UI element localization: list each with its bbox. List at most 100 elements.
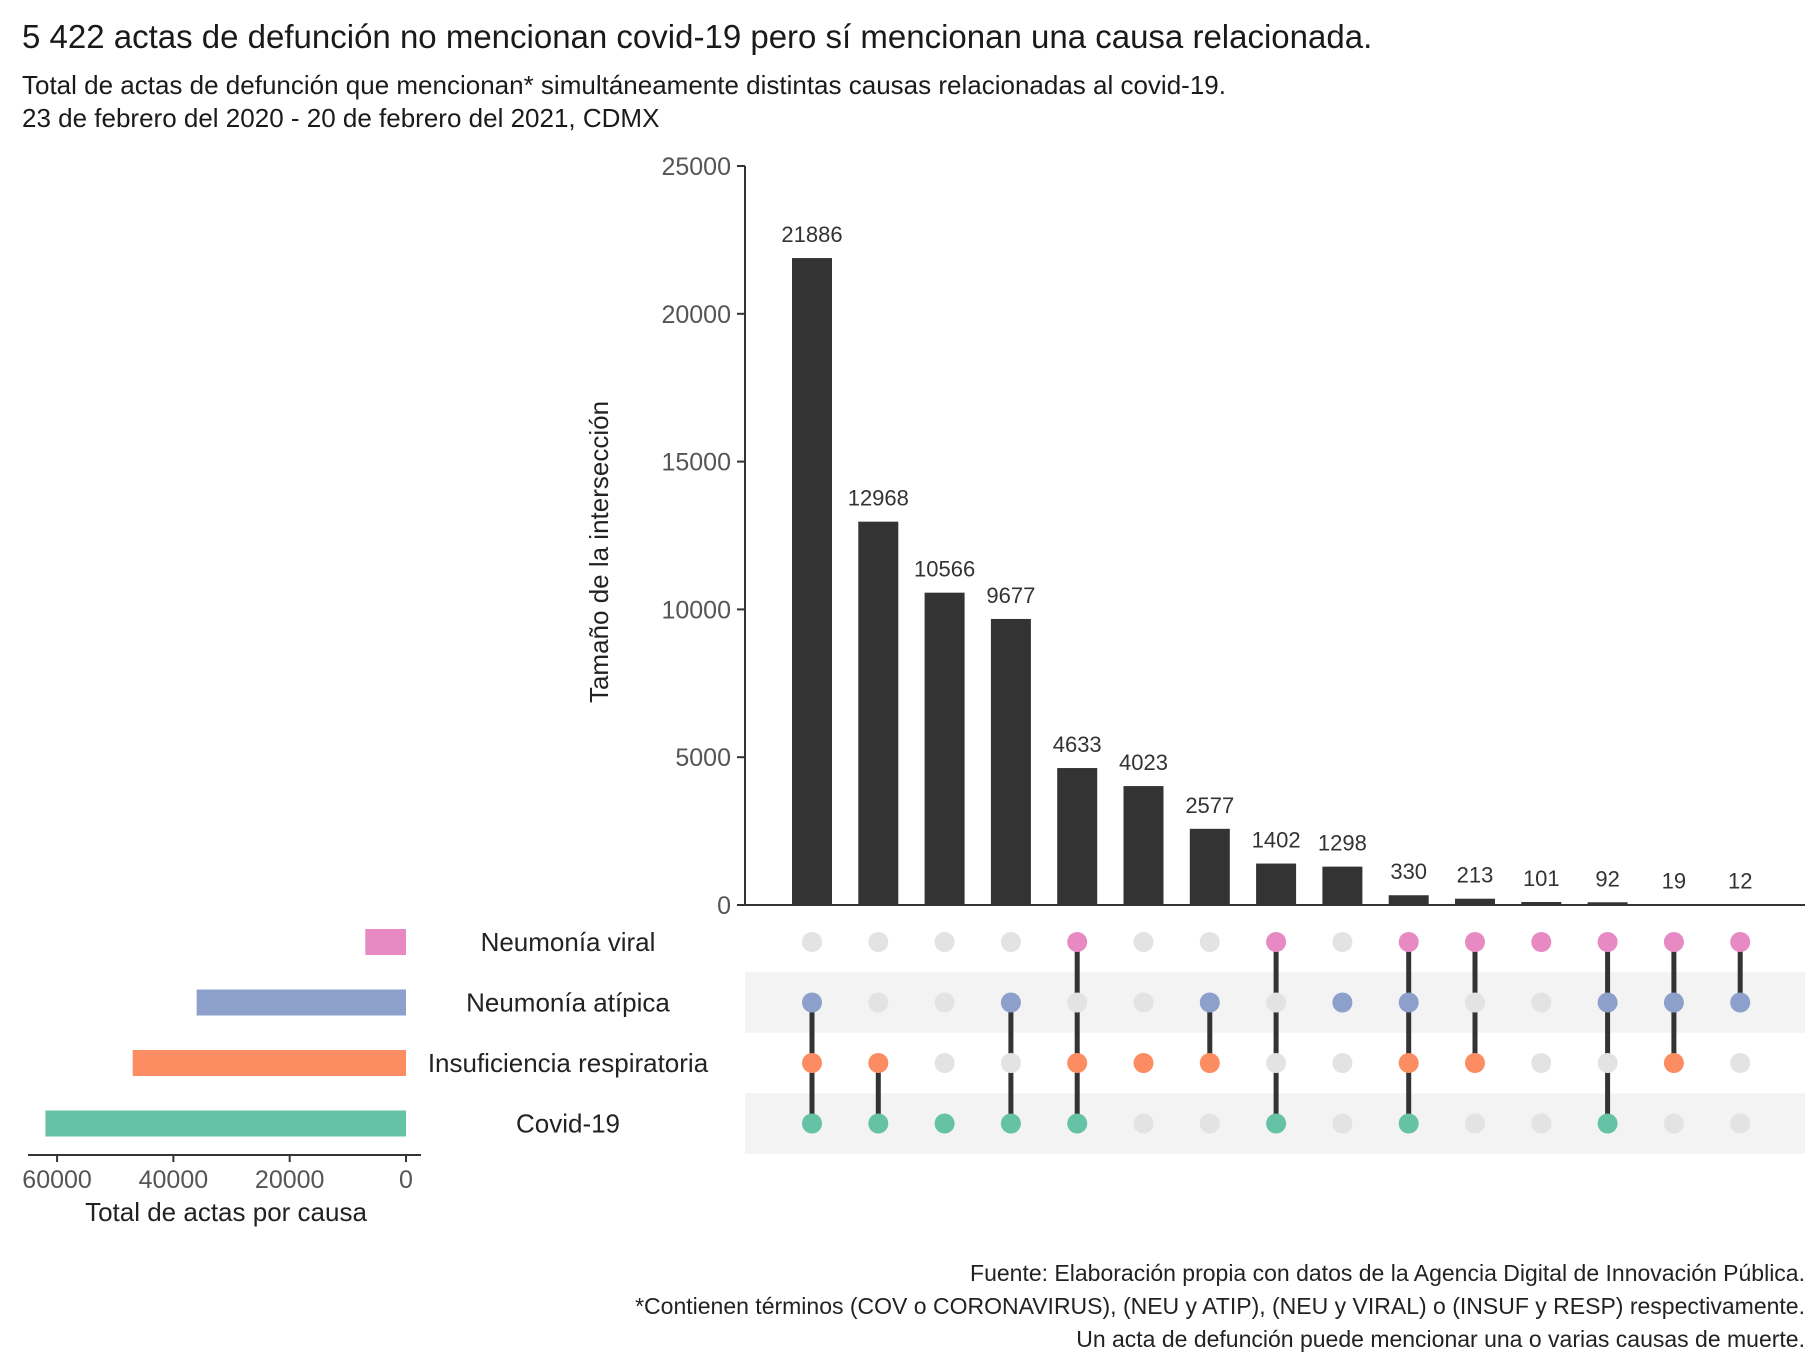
matrix-dot-inactive [934, 992, 955, 1013]
matrix-dot-active [1067, 932, 1088, 952]
intersection-bar [1587, 902, 1628, 905]
matrix-dot-active [1663, 1053, 1684, 1073]
bar-value-label: 330 [1390, 859, 1427, 884]
matrix-dot-active [1398, 992, 1419, 1013]
intersection-bar [1057, 768, 1098, 905]
matrix-dot-active [802, 1113, 822, 1134]
matrix-dot-active [1332, 992, 1353, 1013]
matrix-dot-inactive [802, 932, 822, 952]
intersection-bar [990, 618, 1031, 905]
matrix-dot-active [1067, 1053, 1088, 1073]
matrix-dot-active [1398, 1053, 1419, 1073]
matrix-dot-inactive [868, 932, 889, 952]
y-tick-label: 10000 [661, 596, 731, 624]
matrix-dot-inactive [1531, 1053, 1552, 1073]
matrix-dot-active [1531, 932, 1552, 952]
set-size-bar [132, 1050, 406, 1076]
y-tick-label: 15000 [661, 449, 731, 477]
matrix-dot-inactive [1266, 992, 1287, 1013]
matrix-dot-inactive [1332, 1113, 1353, 1134]
set-axis-tick-label: 20000 [255, 1166, 325, 1194]
intersection-bar [1388, 895, 1429, 905]
matrix-dot-active [868, 1113, 889, 1134]
matrix-dot-active [1597, 1113, 1618, 1134]
chart-date-range: 23 de febrero del 2020 - 20 de febrero d… [22, 103, 659, 133]
matrix-dot-inactive [1332, 1053, 1353, 1073]
y-tick-label: 20000 [661, 301, 731, 329]
intersection-bar [1521, 902, 1562, 905]
bar-value-label: 12 [1728, 869, 1752, 894]
matrix-dot-active [1067, 1113, 1088, 1134]
y-tick-label: 5000 [675, 744, 731, 772]
set-size-axis: 60000 40000 20000 0 [22, 1154, 421, 1194]
matrix-dot-inactive [1199, 932, 1220, 952]
intersection-bar [792, 258, 832, 906]
set-axis-tick-label: 60000 [22, 1166, 92, 1194]
intersection-bar [1189, 828, 1230, 905]
matrix-dot-active [1663, 932, 1684, 952]
set-name-label: Covid-19 [516, 1109, 620, 1139]
matrix-dot-inactive [868, 992, 889, 1013]
bar-value-label: 1298 [1318, 831, 1367, 856]
bar-value-label: 21886 [781, 222, 842, 247]
matrix-dot-inactive [1663, 1113, 1684, 1134]
intersection-bar [1256, 863, 1297, 905]
y-axis-label: Tamaño de la intersección [584, 401, 614, 703]
matrix-dot-active [802, 992, 822, 1013]
matrix-dot-inactive [1000, 1053, 1021, 1073]
bar-value-label: 92 [1595, 866, 1619, 891]
matrix-dot-active [1597, 932, 1618, 952]
set-names: Neumonía viral Neumonía atípica Insuficien… [428, 927, 709, 1139]
matrix-dot-inactive [1000, 932, 1021, 952]
y-axis: 0 5000 10000 15000 20000 25000 [661, 153, 1805, 920]
y-tick-label: 25000 [661, 153, 731, 181]
bar-value-label: 4023 [1119, 750, 1168, 775]
matrix-dot-active [1663, 992, 1684, 1013]
intersection-bar [858, 521, 899, 905]
matrix-dot-active [1266, 1113, 1287, 1134]
chart-title: 5 422 actas de defunción no mencionan co… [22, 18, 1372, 55]
matrix-dot-inactive [1266, 1053, 1287, 1073]
set-axis-tick-label: 40000 [139, 1166, 209, 1194]
matrix-dot-active [1398, 932, 1419, 952]
matrix-dot-active [1465, 1053, 1485, 1073]
footer-disclaimer: Un acta de defunción puede mencionar una… [1076, 1326, 1805, 1352]
intersection-matrix [802, 932, 1751, 1134]
matrix-dot-active [1199, 1053, 1220, 1073]
set-size-bar [365, 929, 406, 955]
matrix-dot-active [1133, 1053, 1154, 1073]
matrix-dot-inactive [1465, 992, 1485, 1013]
matrix-dot-inactive [934, 932, 955, 952]
bar-value-label: 2577 [1185, 793, 1234, 818]
intersection-bar [1455, 898, 1495, 905]
intersection-bars: 21886 12968 10566 9677 4633 4023 2577 1402 1298 3… [781, 222, 1761, 906]
footer-note: *Contienen términos (COV o CORONAVIRUS),… [635, 1293, 1805, 1319]
matrix-dot-active [802, 1053, 822, 1073]
matrix-dot-inactive [1067, 992, 1088, 1013]
matrix-dot-inactive [1465, 1113, 1485, 1134]
matrix-dot-active [868, 1053, 889, 1073]
matrix-dot-inactive [1133, 932, 1154, 952]
matrix-dot-active [1597, 992, 1618, 1013]
matrix-dot-inactive [1597, 1053, 1618, 1073]
set-size-bar [45, 1110, 406, 1137]
set-axis-tick-label: 0 [399, 1166, 413, 1194]
bar-value-label: 10566 [914, 557, 975, 582]
set-size-bars [45, 929, 406, 1137]
matrix-dot-inactive [1133, 1113, 1154, 1134]
chart-subtitle: Total de actas de defunción que menciona… [22, 70, 1226, 100]
bar-value-label: 101 [1523, 866, 1560, 891]
matrix-dot-inactive [1730, 1113, 1751, 1134]
intersection-bar [924, 592, 965, 905]
matrix-dot-active [1000, 1113, 1021, 1134]
bar-value-label: 9677 [986, 583, 1035, 608]
matrix-dot-inactive [1133, 992, 1154, 1013]
set-name-label: Neumonía atípica [466, 988, 670, 1018]
matrix-dot-inactive [1531, 1113, 1552, 1134]
matrix-dot-active [1465, 932, 1485, 952]
bar-value-label: 12968 [848, 486, 909, 511]
footer-source: Fuente: Elaboración propia con datos de … [970, 1260, 1805, 1286]
set-name-label: Neumonía viral [481, 927, 656, 957]
set-axis-label: Total de actas por causa [85, 1197, 367, 1227]
